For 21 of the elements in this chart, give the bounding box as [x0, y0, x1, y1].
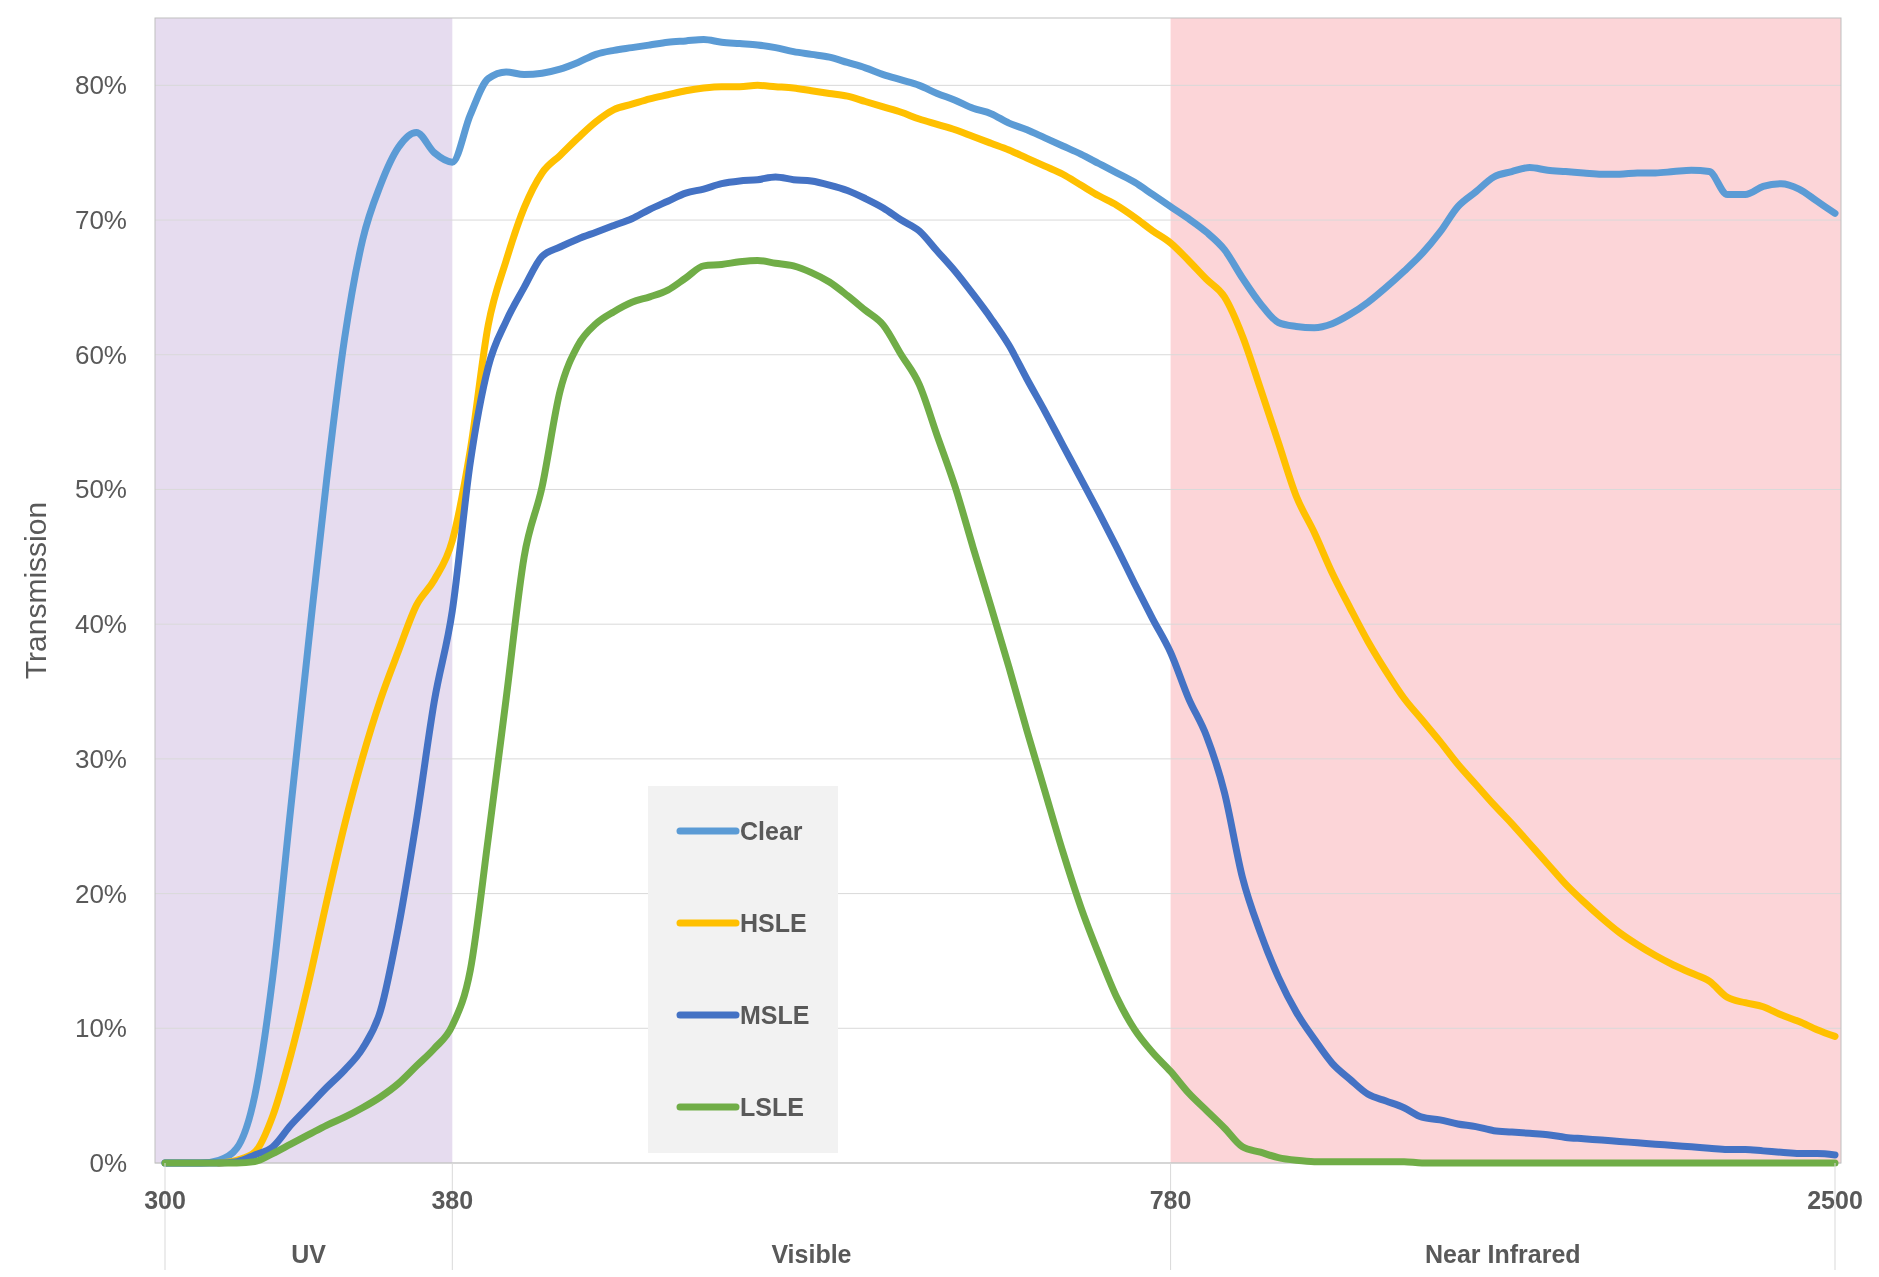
y-tick-label: 80% — [74, 70, 127, 101]
legend-label: Clear — [740, 817, 803, 845]
y-axis-title: Transmission — [19, 501, 52, 680]
x-tick-label: 2500 — [1807, 1186, 1863, 1214]
x-tick-label: 380 — [431, 1186, 474, 1214]
y-tick-label: 50% — [74, 474, 127, 505]
y-tick-label: 0% — [89, 1148, 127, 1178]
y-tick-label: 70% — [74, 205, 127, 236]
text: Near Infrared — [1424, 1240, 1581, 1268]
y-tick-label: 60% — [74, 339, 127, 370]
y-tick-label: 20% — [74, 878, 127, 909]
x-tick-label: 300 — [144, 1186, 186, 1214]
y-tick-label: 10% — [74, 1013, 127, 1044]
y-tick-label: 30% — [74, 743, 127, 774]
legend-label: MSLE — [740, 1001, 810, 1029]
y-tick-label: 40% — [74, 609, 127, 640]
legend-label: HSLE — [740, 909, 807, 937]
text: Visible — [771, 1240, 852, 1268]
text: UV — [291, 1240, 327, 1268]
legend-label: LSLE — [740, 1093, 804, 1121]
x-tick-label: 780 — [1149, 1186, 1192, 1214]
